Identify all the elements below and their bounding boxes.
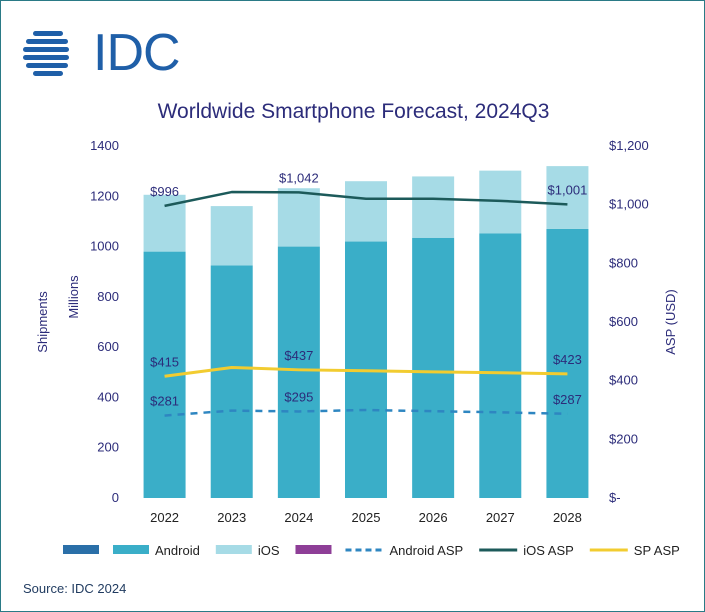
legend-swatch — [113, 545, 149, 554]
y-right-tick-label: $600 — [609, 314, 638, 329]
chart-svg: 0 200 400 600 800 1000 1200 1400 $- $200 $400 $600 $… — [35, 138, 680, 558]
bar-ios — [412, 176, 455, 238]
x-tick-label: 2026 — [419, 510, 448, 525]
y-left-tick-label: 1400 — [90, 138, 119, 153]
bar-android — [277, 246, 320, 498]
y-right-tick-label: $1,000 — [609, 197, 649, 212]
data-label: $287 — [553, 392, 582, 407]
legend-label: iOS — [258, 543, 280, 558]
data-label: $1,042 — [279, 170, 319, 185]
y-left-tick-label: 600 — [97, 339, 119, 354]
data-label: $423 — [553, 352, 582, 367]
globe-icon — [23, 31, 69, 76]
y-left-tick-label: 200 — [97, 440, 119, 455]
chart-title: Worldwide Smartphone Forecast, 2024Q3 — [157, 100, 550, 123]
legend-label: Android ASP — [389, 543, 463, 558]
bar-ios — [345, 181, 387, 242]
legend-swatch — [215, 545, 252, 554]
y-left-tick-label: 1200 — [90, 188, 119, 203]
line-ios-asp — [164, 190, 568, 208]
x-tick-label: 2022 — [150, 510, 179, 525]
y-left-axis-subtitle: Millions — [66, 275, 81, 319]
y-right-tick-label: $200 — [609, 431, 638, 446]
bar-ios — [143, 194, 186, 252]
y-right-tick-label: $800 — [609, 255, 638, 270]
y-left-tick-label: 800 — [97, 289, 119, 304]
x-tick-label: 2023 — [217, 510, 246, 525]
data-label: $281 — [150, 394, 179, 409]
logo-text: IDC — [93, 24, 181, 82]
y-right-tick-label: $1,200 — [609, 138, 649, 153]
y-right-tick-label: $400 — [609, 373, 638, 388]
y-left-tick-label: 0 — [112, 490, 119, 505]
bar-android — [412, 237, 455, 498]
x-tick-label: 2024 — [284, 510, 313, 525]
data-label: $295 — [284, 389, 313, 404]
source-note: Source: IDC 2024 — [23, 581, 127, 596]
data-label: $996 — [150, 184, 179, 199]
y-left-axis-title: Shipments — [35, 291, 50, 353]
line-android-asp — [164, 408, 568, 417]
legend-label: SP ASP — [634, 543, 680, 558]
data-label: $437 — [284, 348, 313, 363]
y-right-axis-title: ASP (USD) — [663, 289, 678, 355]
bar-android — [479, 233, 522, 499]
legend-swatch — [295, 545, 332, 554]
bar-ios — [210, 206, 253, 266]
x-tick-label: 2028 — [553, 510, 582, 525]
line-sp-asp — [164, 365, 568, 378]
bar-ios — [546, 166, 589, 229]
bar-ios — [277, 188, 320, 247]
y-left-tick-label: 1000 — [90, 239, 119, 254]
bar-android — [210, 265, 253, 498]
legend-swatch — [63, 545, 99, 554]
data-label: $1,001 — [548, 182, 588, 197]
legend-label: Android — [155, 543, 200, 558]
idc-logo: IDC — [23, 24, 183, 87]
data-label: $415 — [150, 354, 179, 369]
bar-android — [546, 228, 589, 498]
legend-label: iOS ASP — [523, 543, 574, 558]
y-left-tick-label: 400 — [97, 389, 119, 404]
y-right-tick-label: $- — [609, 490, 621, 505]
x-tick-label: 2025 — [352, 510, 381, 525]
x-tick-label: 2027 — [486, 510, 515, 525]
